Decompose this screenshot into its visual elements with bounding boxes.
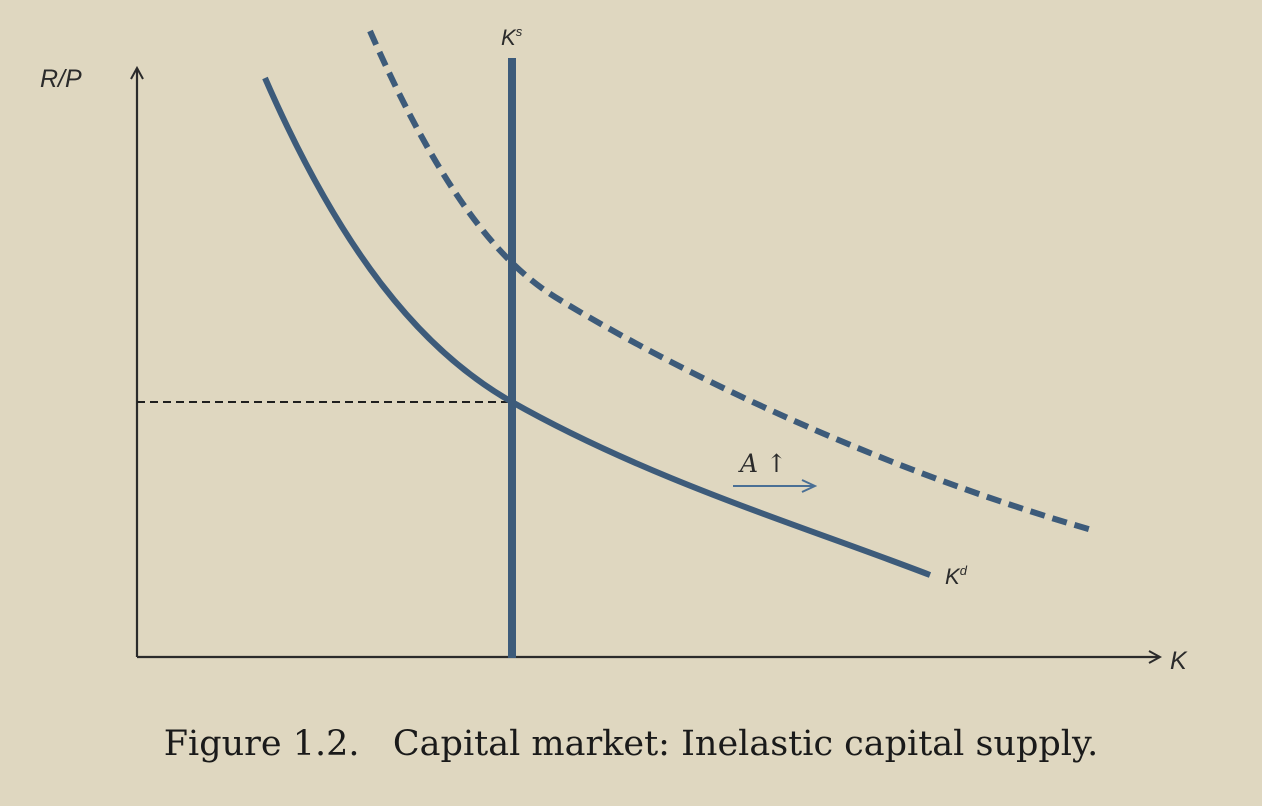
shift-label: A ↑ bbox=[738, 449, 787, 478]
x-axis-label: K bbox=[1170, 647, 1188, 675]
shifted-demand-curve bbox=[367, 29, 1093, 533]
y-axis-label: R/P bbox=[40, 65, 82, 93]
demand-curve bbox=[262, 76, 932, 578]
demand-curve-label: Kd bbox=[945, 563, 968, 589]
figure-caption: Figure 1.2. Capital market: Inelastic ca… bbox=[163, 724, 1099, 764]
capital-market-diagram: R/P K Ks Kd A ↑ bbox=[40, 24, 1188, 675]
supply-curve-label: Ks bbox=[501, 24, 523, 50]
